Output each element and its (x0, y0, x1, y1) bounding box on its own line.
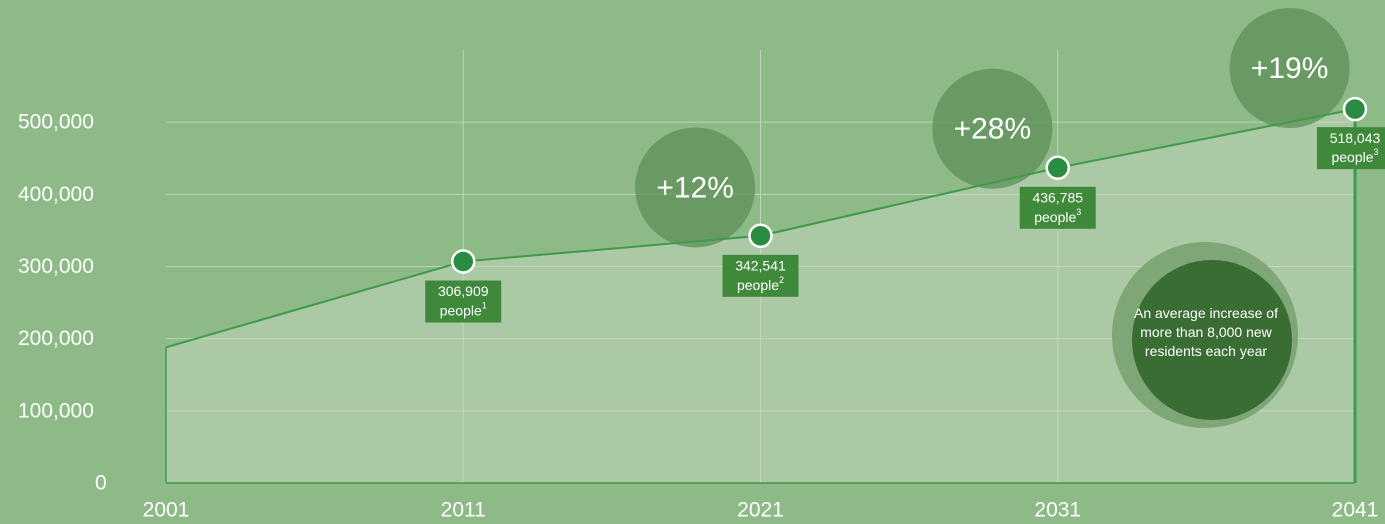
value-caption: people3 (1034, 207, 1081, 224)
annotation: An average increase of more than 8,000 n… (1126, 304, 1286, 361)
x-tick-label: 2031 (1034, 499, 1081, 522)
y-tick-label: 100,000 (18, 399, 94, 422)
x-tick-label: 2041 (1332, 499, 1379, 522)
value-caption: people2 (737, 275, 784, 292)
x-tick-label: 2021 (737, 499, 784, 522)
y-tick-label: 300,000 (18, 255, 94, 278)
caption-text: people (440, 302, 482, 318)
infographic: 0 100,000 200,000 300,000 400,000 500,000 2001… (0, 0, 1385, 524)
growth-label: +28% (954, 113, 1032, 146)
x-tick-label: 2011 (441, 499, 486, 522)
caption-text: people (1331, 149, 1373, 165)
chart: 0 100,000 200,000 300,000 400,000 500,000 2001… (0, 0, 1385, 524)
caption-text: people (1034, 208, 1076, 224)
growth-label: +19% (1251, 52, 1329, 85)
footnote-mark: 1 (482, 301, 487, 311)
value-caption: people1 (440, 301, 487, 318)
y-tick-label: 0 (95, 472, 107, 495)
point (750, 225, 772, 247)
point (1344, 98, 1366, 120)
point (452, 251, 474, 273)
value-label: 436,785 (1032, 189, 1083, 205)
y-tick-label: 200,000 (18, 327, 94, 350)
y-tick-label: 500,000 (18, 111, 94, 134)
footnote-mark: 3 (1076, 207, 1081, 217)
y-tick-label: 400,000 (18, 183, 94, 206)
value-label: 342,541 (735, 258, 786, 274)
caption-text: people (737, 277, 779, 293)
x-tick-label: 2001 (143, 499, 190, 522)
point (1047, 157, 1069, 179)
footnote-mark: 3 (1374, 148, 1379, 158)
footnote-mark: 2 (779, 275, 784, 285)
value-caption: people3 (1331, 148, 1378, 165)
value-label: 518,043 (1330, 130, 1381, 146)
value-label: 306,909 (438, 283, 489, 299)
growth-label: +12% (656, 171, 734, 204)
